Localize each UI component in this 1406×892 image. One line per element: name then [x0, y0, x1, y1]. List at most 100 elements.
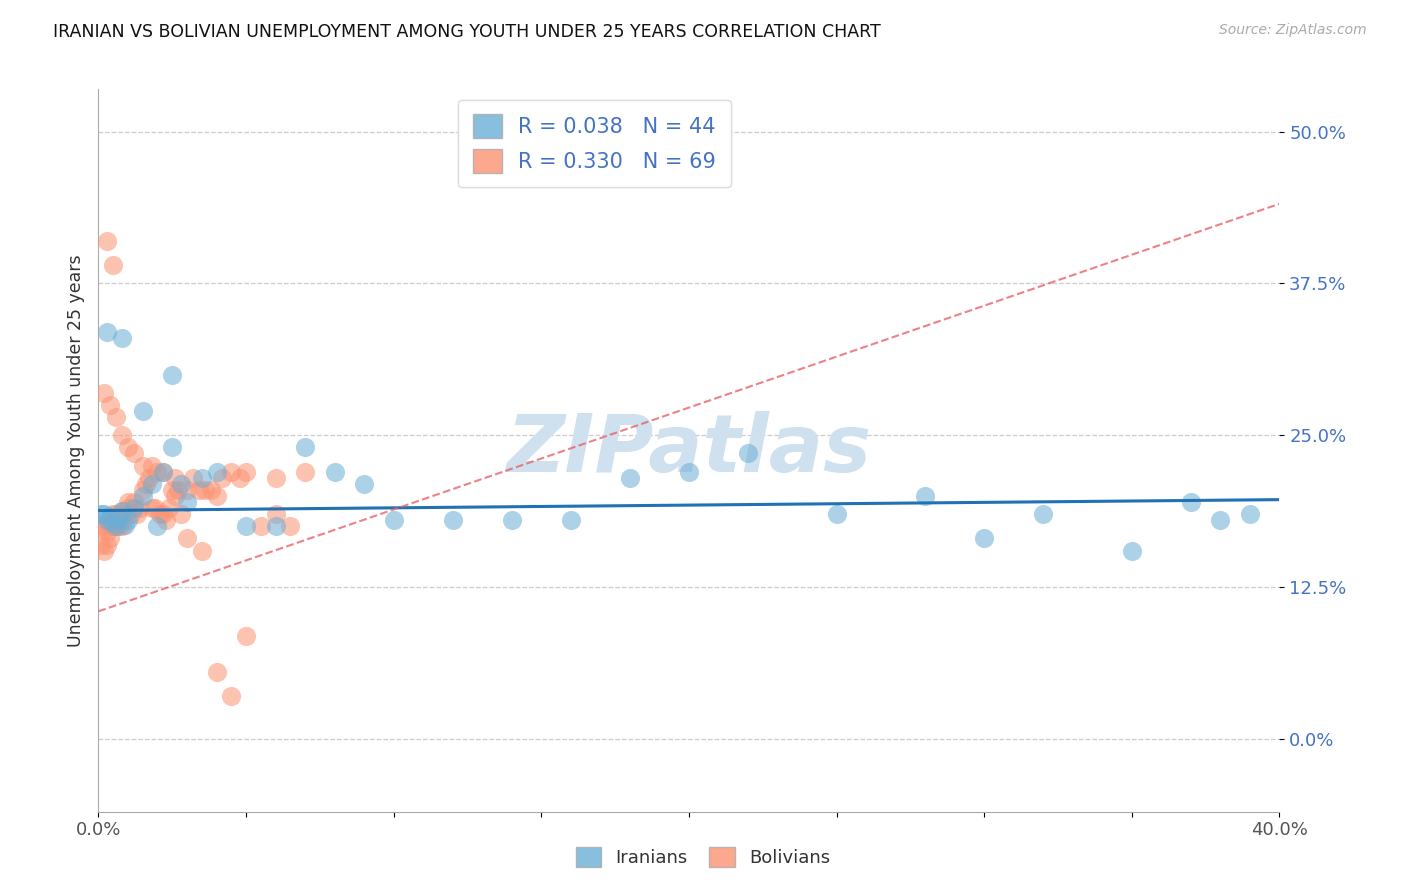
- Point: [117, 495, 139, 509]
- Point: [973, 532, 995, 546]
- Point: [167, 483, 190, 497]
- Point: [117, 441, 139, 455]
- Point: [114, 518, 136, 533]
- Point: [152, 465, 174, 479]
- Point: [280, 519, 302, 533]
- Point: [152, 465, 174, 479]
- Point: [125, 507, 148, 521]
- Point: [264, 507, 287, 521]
- Point: [162, 368, 183, 382]
- Point: [235, 519, 257, 533]
- Point: [143, 501, 166, 516]
- Point: [1121, 543, 1143, 558]
- Point: [187, 483, 209, 497]
- Point: [105, 410, 128, 425]
- Point: [114, 507, 136, 521]
- Point: [191, 543, 214, 558]
- Point: [103, 516, 125, 530]
- Point: [323, 465, 346, 479]
- Point: [105, 519, 128, 533]
- Point: [441, 513, 464, 527]
- Point: [382, 513, 405, 527]
- Point: [96, 234, 118, 248]
- Text: ZIPatlas: ZIPatlas: [506, 411, 872, 490]
- Point: [235, 629, 257, 643]
- Point: [205, 465, 228, 479]
- Point: [141, 501, 163, 516]
- Text: IRANIAN VS BOLIVIAN UNEMPLOYMENT AMONG YOUTH UNDER 25 YEARS CORRELATION CHART: IRANIAN VS BOLIVIAN UNEMPLOYMENT AMONG Y…: [53, 23, 882, 41]
- Point: [146, 465, 169, 479]
- Point: [98, 532, 121, 546]
- Point: [176, 532, 198, 546]
- Point: [132, 458, 155, 473]
- Point: [96, 538, 118, 552]
- Point: [176, 483, 198, 497]
- Point: [132, 404, 155, 418]
- Point: [170, 507, 193, 521]
- Point: [162, 483, 183, 497]
- Point: [96, 513, 118, 527]
- Point: [176, 495, 198, 509]
- Y-axis label: Unemployment Among Youth under 25 years: Unemployment Among Youth under 25 years: [66, 254, 84, 647]
- Point: [221, 465, 243, 479]
- Point: [200, 483, 222, 497]
- Text: Source: ZipAtlas.com: Source: ZipAtlas.com: [1219, 23, 1367, 37]
- Point: [1209, 513, 1232, 527]
- Point: [90, 538, 112, 552]
- Point: [560, 513, 582, 527]
- Point: [93, 385, 115, 400]
- Legend: R = 0.038   N = 44, R = 0.330   N = 69: R = 0.038 N = 44, R = 0.330 N = 69: [458, 100, 731, 187]
- Point: [294, 441, 316, 455]
- Point: [501, 513, 523, 527]
- Point: [181, 471, 204, 485]
- Point: [96, 525, 118, 540]
- Point: [191, 471, 214, 485]
- Point: [149, 507, 172, 521]
- Point: [235, 465, 257, 479]
- Point: [1239, 507, 1261, 521]
- Point: [211, 471, 233, 485]
- Point: [1032, 507, 1054, 521]
- Point: [194, 483, 217, 497]
- Point: [90, 519, 112, 533]
- Point: [138, 471, 160, 485]
- Point: [135, 476, 157, 491]
- Point: [111, 519, 134, 533]
- Point: [146, 519, 169, 533]
- Point: [737, 446, 759, 460]
- Point: [122, 495, 145, 509]
- Point: [128, 501, 150, 516]
- Point: [103, 258, 125, 272]
- Point: [353, 476, 375, 491]
- Point: [678, 465, 700, 479]
- Point: [132, 489, 155, 503]
- Point: [122, 446, 145, 460]
- Point: [96, 325, 118, 339]
- Point: [103, 519, 125, 533]
- Point: [93, 519, 115, 533]
- Point: [111, 428, 134, 442]
- Point: [105, 507, 128, 521]
- Point: [93, 543, 115, 558]
- Point: [117, 513, 139, 527]
- Point: [90, 507, 112, 521]
- Point: [1180, 495, 1202, 509]
- Point: [165, 489, 187, 503]
- Point: [221, 690, 243, 704]
- Point: [111, 503, 134, 517]
- Point: [108, 519, 131, 533]
- Point: [111, 331, 134, 345]
- Point: [205, 665, 228, 679]
- Point: [98, 509, 121, 524]
- Legend: Iranians, Bolivians: Iranians, Bolivians: [568, 839, 838, 874]
- Point: [141, 476, 163, 491]
- Point: [914, 489, 936, 503]
- Point: [205, 489, 228, 503]
- Point: [152, 507, 174, 521]
- Point: [294, 465, 316, 479]
- Point: [117, 501, 139, 516]
- Point: [105, 519, 128, 533]
- Point: [98, 519, 121, 533]
- Point: [93, 507, 115, 521]
- Point: [155, 513, 177, 527]
